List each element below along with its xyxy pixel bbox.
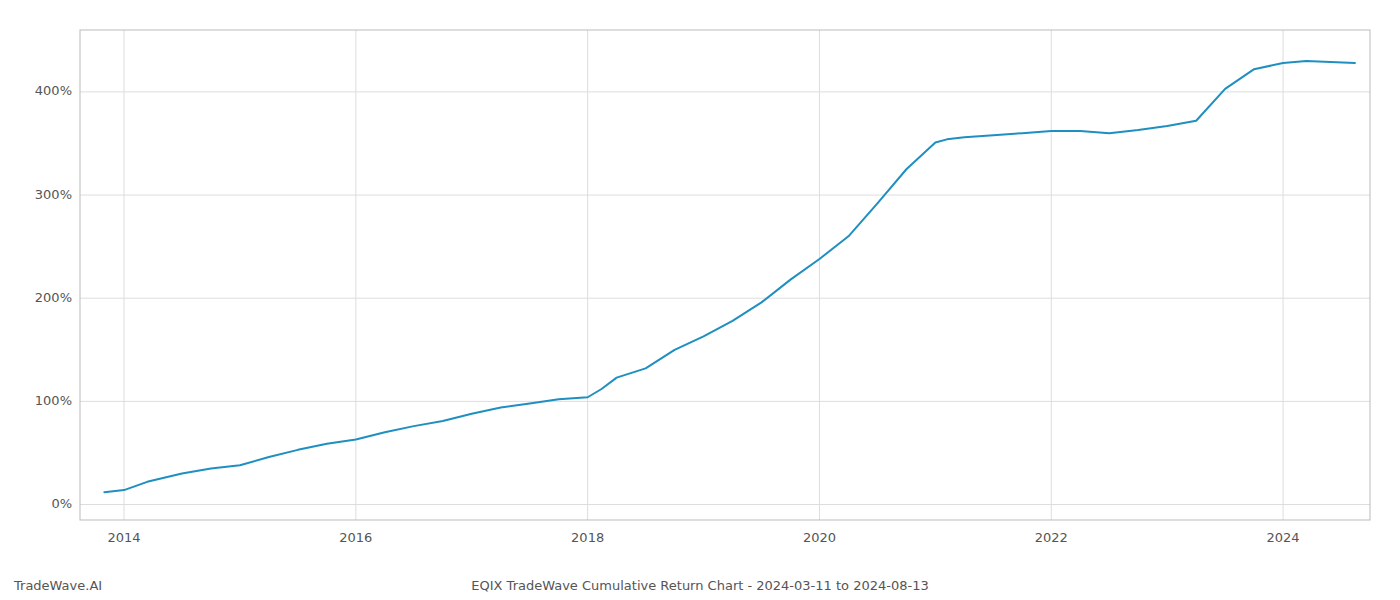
- y-grid-line: [80, 504, 1370, 505]
- y-grid-line: [80, 91, 1370, 92]
- y-tick-label: 0%: [51, 496, 72, 511]
- y-tick-label: 100%: [35, 393, 72, 408]
- chart-container: 0% 100% 200% 300% 400% 2014 2016 2018 2020 2022 20…: [0, 0, 1400, 600]
- watermark: TradeWave.AI: [13, 578, 102, 593]
- x-tick-label: 2016: [339, 530, 372, 545]
- y-tick-label: 400%: [35, 83, 72, 98]
- y-tick-label: 200%: [35, 290, 72, 305]
- y-tick-label: 300%: [35, 187, 72, 202]
- title: EQIX TradeWave Cumulative Return Chart -…: [471, 578, 928, 593]
- x-tick-label: 2018: [571, 530, 604, 545]
- x-grid-line: [1283, 30, 1284, 520]
- x-tick-label: 2014: [107, 530, 140, 545]
- y-grid-line: [80, 401, 1370, 402]
- series-group: [104, 61, 1355, 492]
- axes: 0% 100% 200% 300% 400% 2014 2016 2018 2020 2022 20…: [35, 30, 1370, 545]
- y-grid-line: [80, 298, 1370, 299]
- x-tick-label: 2022: [1035, 530, 1068, 545]
- x-tick-label: 2024: [1267, 530, 1300, 545]
- grid: [80, 30, 1370, 520]
- x-grid-line: [1051, 30, 1052, 520]
- x-grid-line: [587, 30, 588, 520]
- x-grid-line: [355, 30, 356, 520]
- chart: 0% 100% 200% 300% 400% 2014 2016 2018 2020 2022 20…: [0, 0, 1400, 600]
- plot-frame: [80, 30, 1370, 520]
- x-grid-line: [124, 30, 125, 520]
- x-tick-label: 2020: [803, 530, 836, 545]
- x-grid-line: [819, 30, 820, 520]
- y-grid-line: [80, 195, 1370, 196]
- line: [104, 61, 1355, 492]
